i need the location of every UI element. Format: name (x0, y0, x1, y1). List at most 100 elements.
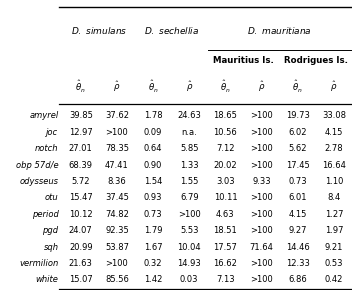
Text: 16.64: 16.64 (322, 161, 346, 170)
Text: >100: >100 (250, 226, 273, 235)
Text: 0.09: 0.09 (144, 128, 162, 137)
Text: vermilion: vermilion (19, 259, 58, 268)
Text: 8.4: 8.4 (327, 193, 340, 202)
Text: 20.99: 20.99 (69, 242, 93, 252)
Text: 78.35: 78.35 (105, 144, 129, 153)
Text: 1.54: 1.54 (144, 177, 162, 186)
Text: $\hat{\theta}_n$: $\hat{\theta}_n$ (148, 79, 158, 95)
Text: 4.15: 4.15 (325, 128, 343, 137)
Text: 15.07: 15.07 (69, 275, 93, 284)
Text: $\mathit{D.\ sechellia}$: $\mathit{D.\ sechellia}$ (144, 25, 199, 36)
Text: 1.78: 1.78 (144, 111, 162, 121)
Text: 0.42: 0.42 (325, 275, 343, 284)
Text: 10.04: 10.04 (177, 242, 201, 252)
Text: 18.65: 18.65 (213, 111, 237, 121)
Text: 1.55: 1.55 (180, 177, 199, 186)
Text: 17.45: 17.45 (286, 161, 310, 170)
Text: $\hat{\rho}$: $\hat{\rho}$ (186, 80, 193, 94)
Text: $\hat{\rho}$: $\hat{\rho}$ (258, 80, 265, 94)
Text: 2.78: 2.78 (325, 144, 343, 153)
Text: 37.45: 37.45 (105, 193, 129, 202)
Text: 4.63: 4.63 (216, 210, 235, 219)
Text: n.a.: n.a. (181, 128, 197, 137)
Text: 0.32: 0.32 (144, 259, 162, 268)
Text: 1.67: 1.67 (144, 242, 162, 252)
Text: 1.79: 1.79 (144, 226, 162, 235)
Text: Rodrigues Is.: Rodrigues Is. (284, 56, 348, 66)
Text: 9.21: 9.21 (325, 242, 343, 252)
Text: joc: joc (46, 128, 58, 137)
Text: 17.57: 17.57 (213, 242, 237, 252)
Text: otu: otu (45, 193, 58, 202)
Text: >100: >100 (250, 210, 273, 219)
Text: obp 57d/e: obp 57d/e (16, 161, 58, 170)
Text: 19.73: 19.73 (286, 111, 310, 121)
Text: 14.93: 14.93 (177, 259, 201, 268)
Text: 3.03: 3.03 (216, 177, 235, 186)
Text: $\hat{\rho}$: $\hat{\rho}$ (113, 80, 121, 94)
Text: 21.63: 21.63 (69, 259, 93, 268)
Text: >100: >100 (250, 193, 273, 202)
Text: notch: notch (35, 144, 58, 153)
Text: 18.51: 18.51 (214, 226, 237, 235)
Text: 12.97: 12.97 (69, 128, 93, 137)
Text: pgd: pgd (42, 226, 58, 235)
Text: 74.82: 74.82 (105, 210, 129, 219)
Text: 5.53: 5.53 (180, 226, 199, 235)
Text: 1.97: 1.97 (325, 226, 343, 235)
Text: period: period (32, 210, 58, 219)
Text: 6.01: 6.01 (289, 193, 307, 202)
Text: 1.27: 1.27 (325, 210, 343, 219)
Text: $\hat{\rho}$: $\hat{\rho}$ (330, 80, 338, 94)
Text: 6.79: 6.79 (180, 193, 199, 202)
Text: >100: >100 (106, 128, 128, 137)
Text: 0.64: 0.64 (144, 144, 162, 153)
Text: 5.62: 5.62 (289, 144, 307, 153)
Text: 20.02: 20.02 (214, 161, 237, 170)
Text: >100: >100 (178, 210, 201, 219)
Text: 9.33: 9.33 (252, 177, 271, 186)
Text: 7.12: 7.12 (216, 144, 235, 153)
Text: $\hat{\theta}_n$: $\hat{\theta}_n$ (75, 79, 86, 95)
Text: 0.73: 0.73 (288, 177, 307, 186)
Text: 1.10: 1.10 (325, 177, 343, 186)
Text: >100: >100 (250, 144, 273, 153)
Text: $\mathit{D.\ simulans}$: $\mathit{D.\ simulans}$ (71, 25, 127, 36)
Text: 5.85: 5.85 (180, 144, 199, 153)
Text: >100: >100 (250, 111, 273, 121)
Text: >100: >100 (250, 128, 273, 137)
Text: 33.08: 33.08 (322, 111, 346, 121)
Text: 5.72: 5.72 (71, 177, 90, 186)
Text: >100: >100 (106, 259, 128, 268)
Text: Mauritius Is.: Mauritius Is. (213, 56, 274, 66)
Text: 92.35: 92.35 (105, 226, 129, 235)
Text: 6.86: 6.86 (288, 275, 307, 284)
Text: 15.47: 15.47 (69, 193, 93, 202)
Text: 71.64: 71.64 (250, 242, 274, 252)
Text: 24.63: 24.63 (177, 111, 201, 121)
Text: amyrel: amyrel (29, 111, 58, 121)
Text: 4.15: 4.15 (289, 210, 307, 219)
Text: 14.46: 14.46 (286, 242, 310, 252)
Text: $\hat{\theta}_n$: $\hat{\theta}_n$ (293, 79, 303, 95)
Text: odysseus: odysseus (19, 177, 58, 186)
Text: 9.27: 9.27 (289, 226, 307, 235)
Text: 10.12: 10.12 (69, 210, 93, 219)
Text: 37.62: 37.62 (105, 111, 129, 121)
Text: 7.13: 7.13 (216, 275, 235, 284)
Text: >100: >100 (250, 275, 273, 284)
Text: 8.36: 8.36 (107, 177, 126, 186)
Text: 0.93: 0.93 (144, 193, 162, 202)
Text: 0.53: 0.53 (325, 259, 343, 268)
Text: 6.02: 6.02 (289, 128, 307, 137)
Text: 39.85: 39.85 (69, 111, 93, 121)
Text: 10.11: 10.11 (214, 193, 237, 202)
Text: 68.39: 68.39 (69, 161, 93, 170)
Text: $\hat{\theta}_n$: $\hat{\theta}_n$ (220, 79, 231, 95)
Text: 0.03: 0.03 (180, 275, 199, 284)
Text: >100: >100 (250, 259, 273, 268)
Text: 1.42: 1.42 (144, 275, 162, 284)
Text: 27.01: 27.01 (69, 144, 93, 153)
Text: 0.90: 0.90 (144, 161, 162, 170)
Text: white: white (36, 275, 58, 284)
